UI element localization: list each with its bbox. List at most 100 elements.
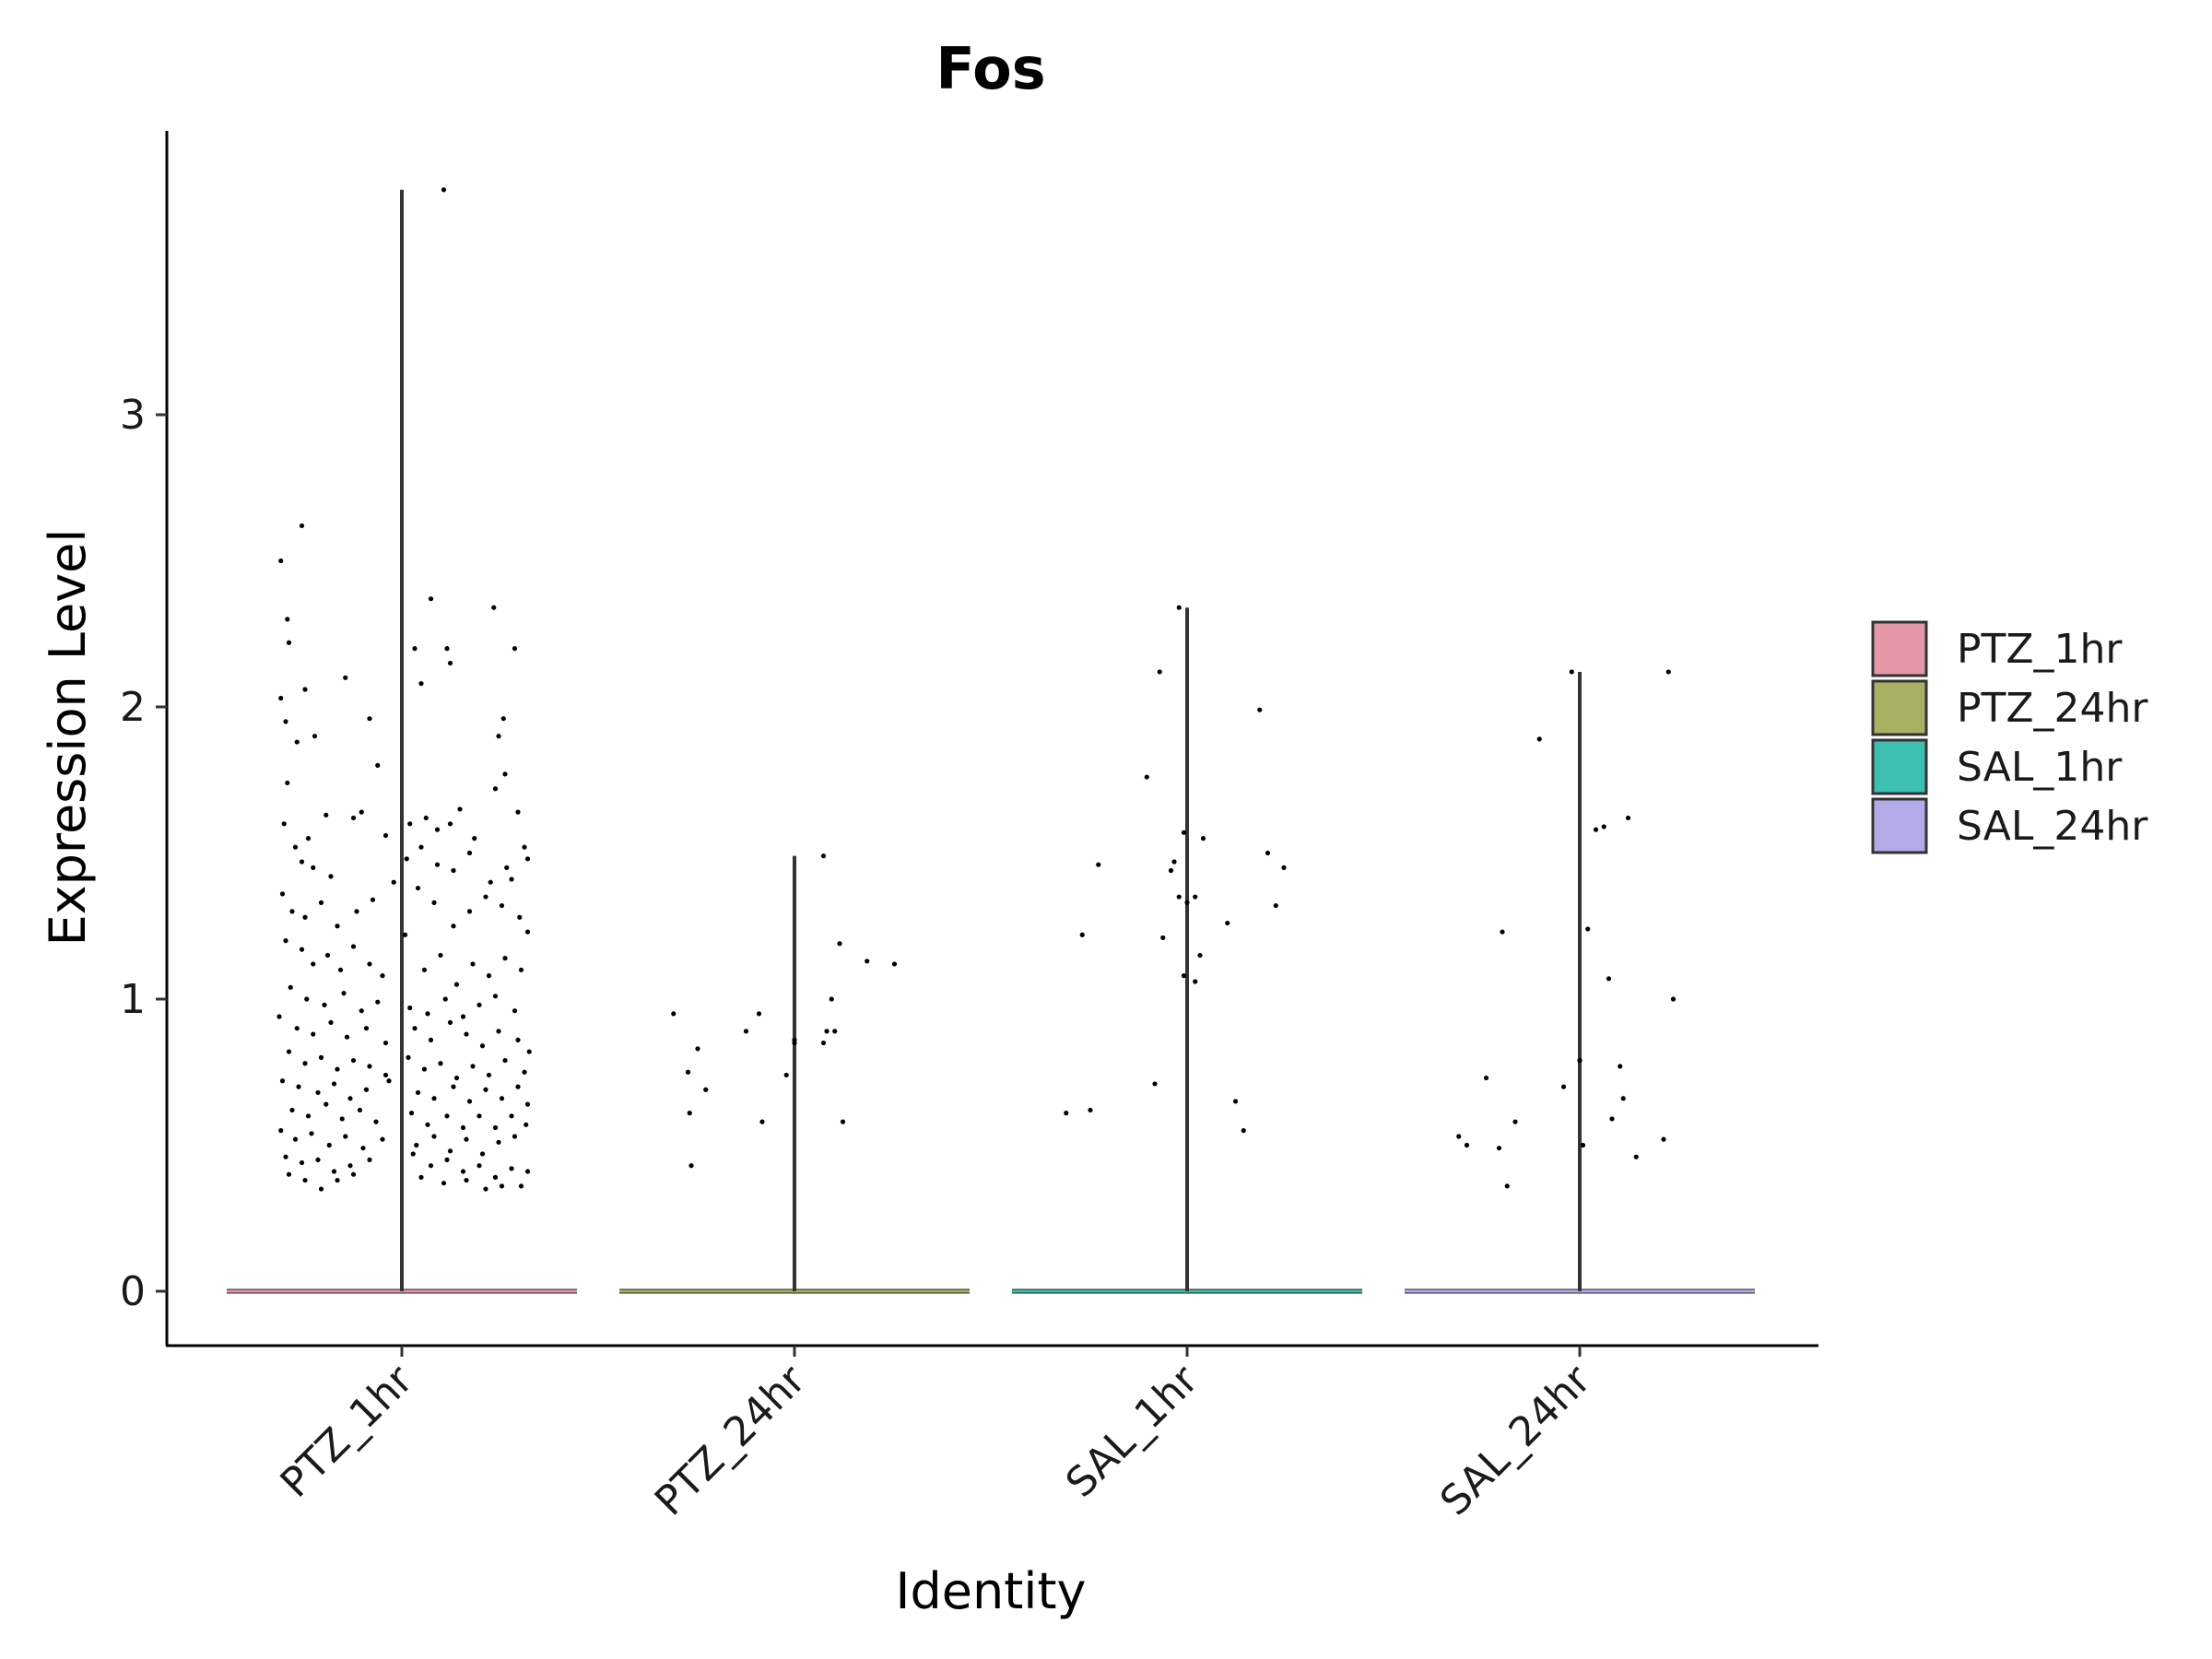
data-point	[285, 617, 290, 622]
data-point	[335, 1177, 340, 1183]
data-point	[292, 1136, 299, 1142]
data-point	[344, 1034, 350, 1040]
data-point	[309, 1131, 314, 1136]
data-point	[410, 1151, 416, 1157]
data-point	[408, 1111, 415, 1116]
legend-label: PTZ_1hr	[1957, 626, 2123, 673]
data-point	[1168, 867, 1174, 874]
legend-key-SAL_1hr	[1871, 738, 1928, 795]
data-point	[335, 924, 340, 929]
data-point	[414, 1142, 419, 1148]
data-point	[359, 1008, 364, 1014]
data-point	[283, 1154, 288, 1159]
data-point	[444, 646, 450, 652]
x-axis-title: Identity	[896, 1562, 1087, 1620]
data-point	[1157, 669, 1162, 675]
data-point	[499, 902, 505, 909]
data-point	[339, 1116, 345, 1122]
data-point	[1504, 1183, 1510, 1189]
data-point	[1456, 1134, 1462, 1139]
data-point	[350, 1171, 357, 1177]
data-point	[1560, 1084, 1567, 1089]
data-point	[357, 1107, 363, 1113]
data-point	[1593, 827, 1599, 832]
data-point	[375, 762, 381, 769]
data-point	[688, 1163, 694, 1169]
data-point	[499, 1096, 505, 1101]
data-point	[1500, 929, 1505, 935]
data-point	[335, 1066, 340, 1072]
data-point	[1601, 824, 1606, 830]
data-point	[1257, 707, 1263, 712]
data-point	[1512, 1119, 1518, 1124]
data-point	[367, 1157, 372, 1162]
data-point	[464, 1031, 469, 1037]
data-point	[466, 909, 473, 914]
data-point	[380, 973, 385, 979]
data-point	[1181, 830, 1187, 835]
data-point	[695, 1046, 700, 1052]
data-point	[294, 1026, 300, 1031]
data-point	[315, 1089, 321, 1096]
data-point	[302, 687, 308, 692]
data-point	[418, 1174, 424, 1180]
data-point	[322, 1002, 327, 1007]
data-point	[404, 856, 409, 862]
data-point	[1171, 859, 1177, 865]
violin-group-SAL_24hr	[1405, 669, 1755, 1294]
data-point	[451, 867, 456, 874]
data-point	[460, 1169, 466, 1174]
violin-group-PTZ_24hr	[619, 853, 970, 1294]
data-point	[347, 1163, 353, 1169]
data-point	[1176, 605, 1182, 610]
data-point	[428, 596, 434, 602]
data-point	[286, 1049, 292, 1054]
data-point	[431, 1096, 437, 1101]
data-point	[304, 996, 310, 1002]
data-point	[434, 827, 441, 832]
data-point	[792, 1037, 797, 1042]
x-tick-label: SAL_24hr	[1431, 1356, 1600, 1524]
data-point	[496, 1029, 501, 1034]
data-point	[743, 1029, 749, 1034]
data-point	[412, 1026, 418, 1031]
data-point	[402, 932, 408, 937]
violin-group-PTZ_1hr	[227, 187, 577, 1294]
data-point	[526, 1049, 532, 1054]
data-point	[1536, 736, 1542, 742]
data-point	[305, 1113, 312, 1119]
y-tick-label: 1	[120, 976, 146, 1023]
data-point	[515, 809, 521, 815]
data-point	[324, 952, 331, 959]
y-axis-title: Expression Level	[39, 529, 97, 947]
data-point	[299, 859, 305, 865]
data-point	[518, 1183, 524, 1189]
data-point	[447, 1019, 453, 1025]
data-point	[299, 947, 305, 952]
y-tick-label: 0	[120, 1268, 146, 1315]
data-point	[466, 1099, 473, 1104]
data-point	[380, 1136, 385, 1142]
data-point	[457, 806, 463, 812]
data-point	[522, 1069, 527, 1075]
data-point	[524, 1169, 531, 1174]
data-point	[840, 1119, 846, 1124]
data-point	[1200, 836, 1206, 841]
data-point	[318, 1054, 324, 1060]
data-point	[444, 1157, 450, 1162]
data-point	[341, 991, 347, 996]
data-point	[354, 909, 359, 914]
data-point	[1633, 1154, 1639, 1159]
violin-group-SAL_1hr	[1012, 605, 1362, 1294]
data-point	[278, 558, 284, 564]
data-point	[491, 605, 497, 610]
data-point	[311, 961, 316, 967]
data-point	[509, 1113, 514, 1119]
data-point	[1665, 669, 1671, 675]
data-point	[1620, 1096, 1626, 1101]
data-point	[425, 1011, 430, 1017]
data-point	[363, 1087, 370, 1092]
data-point	[442, 996, 448, 1002]
data-point	[1618, 1064, 1623, 1069]
data-point	[837, 941, 842, 947]
